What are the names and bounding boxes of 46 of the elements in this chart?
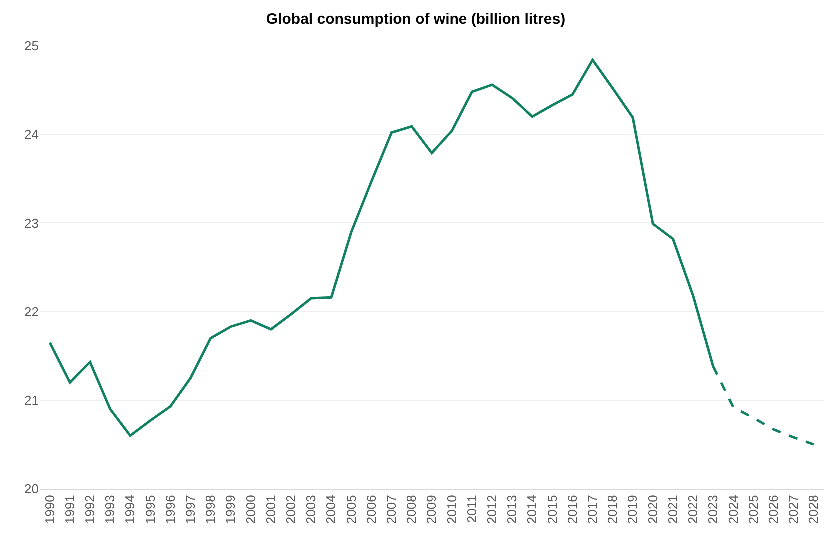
x-tick-label: 2020 bbox=[645, 495, 660, 524]
x-tick-label: 1991 bbox=[62, 495, 78, 524]
y-tick-label: 22 bbox=[24, 304, 39, 320]
x-tick-label: 1996 bbox=[162, 495, 178, 524]
x-tick-label: 2023 bbox=[706, 495, 721, 524]
y-tick-label: 24 bbox=[24, 127, 39, 142]
x-tick-label: 2000 bbox=[243, 495, 258, 524]
x-tick-label: 2025 bbox=[746, 495, 761, 524]
x-tick-label: 2006 bbox=[364, 495, 379, 524]
x-tick-label: 2011 bbox=[464, 495, 480, 524]
x-tick-label: 1999 bbox=[223, 495, 238, 524]
x-tick-label: 2003 bbox=[304, 495, 319, 524]
x-tick-label: 2028 bbox=[806, 495, 822, 524]
x-tick-label: 2015 bbox=[544, 495, 560, 524]
y-tick-label: 23 bbox=[24, 216, 39, 231]
x-tick-label: 1998 bbox=[203, 495, 218, 524]
x-tick-label: 2004 bbox=[324, 495, 339, 524]
x-tick-label: 2010 bbox=[444, 495, 460, 524]
x-tick-label: 2013 bbox=[504, 495, 520, 524]
x-tick-label: 2019 bbox=[625, 495, 640, 524]
y-tick-label: 20 bbox=[24, 482, 39, 497]
x-tick-label: 2009 bbox=[424, 495, 440, 524]
x-tick-label: 2014 bbox=[524, 495, 540, 524]
x-tick-label: 1997 bbox=[182, 495, 198, 524]
x-tick-label: 2021 bbox=[665, 495, 680, 524]
x-tick-label: 2008 bbox=[404, 495, 420, 524]
x-tick-label: 1990 bbox=[42, 495, 58, 524]
y-tick-label: 21 bbox=[24, 392, 39, 408]
x-tick-label: 2001 bbox=[263, 495, 278, 524]
y-tick-label: 25 bbox=[24, 38, 39, 54]
x-tick-label: 1993 bbox=[102, 495, 118, 524]
x-tick-label: 2017 bbox=[585, 495, 600, 524]
x-tick-label: 1995 bbox=[142, 495, 158, 524]
x-tick-label: 2024 bbox=[726, 495, 741, 524]
x-tick-label: 2005 bbox=[344, 495, 359, 524]
chart-title: Global consumption of wine (billion litres) bbox=[266, 10, 566, 28]
x-tick-label: 1992 bbox=[82, 495, 98, 524]
x-tick-label: 2027 bbox=[786, 495, 802, 524]
x-tick-label: 2016 bbox=[564, 495, 580, 524]
x-tick-label: 1994 bbox=[122, 495, 138, 524]
x-tick-label: 2022 bbox=[686, 495, 701, 524]
x-tick-label: 2026 bbox=[766, 495, 781, 524]
x-tick-label: 2002 bbox=[284, 495, 299, 524]
x-tick-label: 2012 bbox=[484, 495, 500, 524]
x-tick-label: 2018 bbox=[605, 495, 620, 524]
x-tick-label: 2007 bbox=[384, 495, 400, 524]
